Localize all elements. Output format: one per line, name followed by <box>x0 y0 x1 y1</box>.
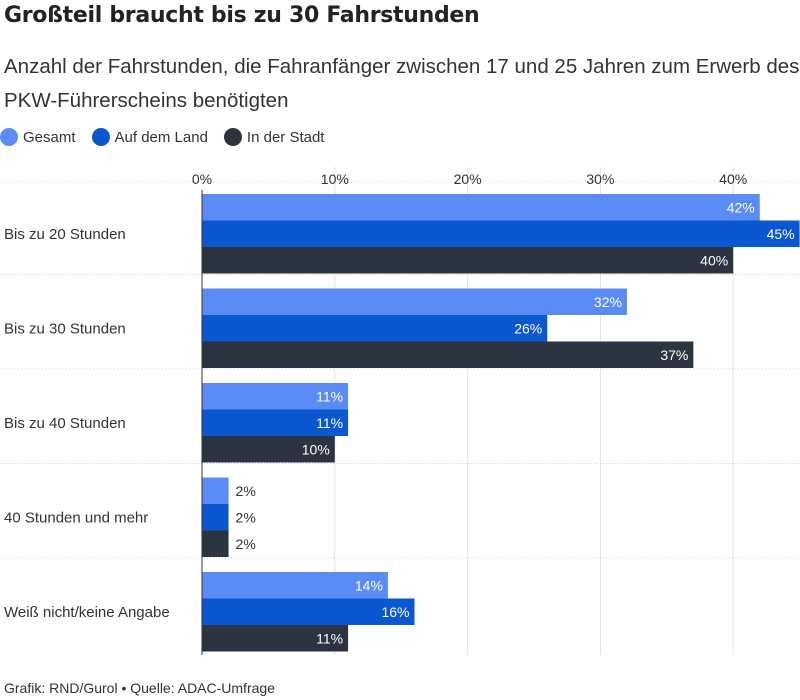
bar-4-2 <box>202 625 349 652</box>
bar-label-2-2: 10% <box>302 441 330 457</box>
legend-item-in-der-stadt[interactable]: In der Stadt <box>223 128 325 146</box>
bar-label-4-2: 11% <box>316 630 343 646</box>
category-label-2: Bis zu 40 Stunden <box>4 415 126 432</box>
x-tick-label-3: 30% <box>586 171 614 187</box>
bar-label-1-0: 32% <box>594 294 622 310</box>
legend-label-in-der-stadt: In der Stadt <box>246 128 325 146</box>
x-tick-label-2: 20% <box>454 171 482 187</box>
x-tick-label-4: 40% <box>719 171 747 187</box>
bar-label-3-1: 2% <box>236 509 256 525</box>
bar-4-0 <box>202 572 388 599</box>
legend: Gesamt Auf dem Land In der Stadt <box>0 128 340 146</box>
x-tick-label-0: 0% <box>192 171 212 187</box>
bar-chart: 0% 10% 20% 30% 40% Bis zu 20 Stunden 42% 45% 40%… <box>0 167 800 655</box>
bar-label-2-1: 11% <box>316 415 343 431</box>
bar-label-3-2: 2% <box>236 536 256 552</box>
legend-label-gesamt: Gesamt <box>23 128 76 146</box>
bar-1-2 <box>202 341 694 368</box>
chart-title: Großteil braucht bis zu 30 Fahrstunden <box>4 3 480 28</box>
bar-3-2 <box>202 530 229 557</box>
bar-label-1-1: 26% <box>514 320 542 336</box>
bar-3-1 <box>202 504 229 531</box>
bar-label-4-0: 14% <box>355 577 383 593</box>
category-label-4: Weiß nicht/keine Angabe <box>4 604 170 621</box>
legend-swatch-auf-dem-land <box>91 128 110 146</box>
bar-4-1 <box>202 598 415 625</box>
source-note: Grafik: RND/Gurol • Quelle: ADAC-Umfrage <box>4 680 275 696</box>
legend-item-gesamt[interactable]: Gesamt <box>0 128 76 146</box>
bar-2-0 <box>202 383 349 410</box>
bar-1-1 <box>202 315 548 342</box>
bar-0-0 <box>202 194 760 221</box>
category-label-0: Bis zu 20 Stunden <box>4 226 126 243</box>
bar-label-2-0: 11% <box>316 388 343 404</box>
bar-0-1 <box>202 220 800 247</box>
category-label-1: Bis zu 30 Stunden <box>4 320 126 337</box>
bar-2-2 <box>202 436 335 463</box>
bar-3-0 <box>202 477 229 504</box>
bar-1-0 <box>202 288 627 315</box>
legend-label-auf-dem-land: Auf dem Land <box>114 128 208 146</box>
legend-swatch-in-der-stadt <box>223 128 242 146</box>
category-label-3: 40 Stunden und mehr <box>4 509 148 526</box>
bar-label-4-1: 16% <box>381 604 409 620</box>
legend-swatch-gesamt <box>0 128 18 146</box>
bar-label-3-0: 2% <box>236 483 256 499</box>
bar-2-1 <box>202 409 349 436</box>
bar-label-1-2: 37% <box>660 347 688 363</box>
bar-label-0-1: 45% <box>767 226 795 242</box>
legend-item-auf-dem-land[interactable]: Auf dem Land <box>91 128 208 146</box>
x-tick-label-1: 10% <box>321 171 349 187</box>
bar-0-2 <box>202 247 734 274</box>
bar-label-0-0: 42% <box>727 199 755 215</box>
chart-subtitle: Anzahl der Fahrstunden, die Fahranfänger… <box>4 55 800 112</box>
bar-label-0-2: 40% <box>700 252 728 268</box>
